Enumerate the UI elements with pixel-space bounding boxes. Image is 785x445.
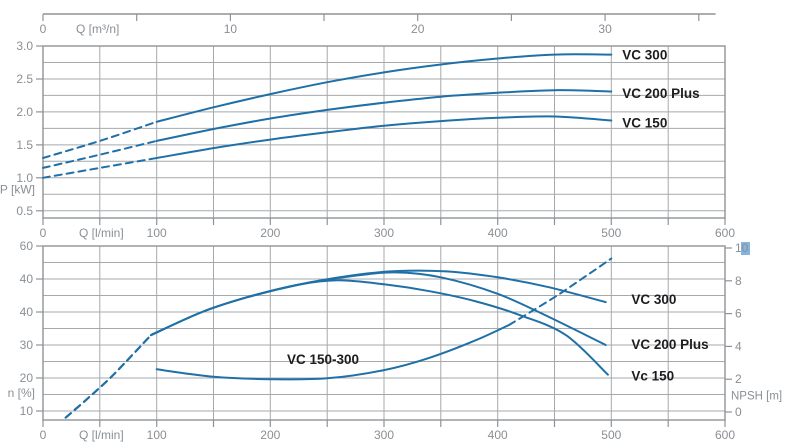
tick-label-highlight xyxy=(741,242,750,255)
x-axis-title: Q [l/min] xyxy=(79,226,124,240)
x-axis-title: Q [l/min] xyxy=(79,428,124,442)
y-axis-tick-label: 30 xyxy=(20,338,34,352)
curve-vc-200-plus-dashed xyxy=(42,139,158,169)
y-axis-tick-label: 0.5 xyxy=(16,204,33,218)
x-axis-tick-label: 400 xyxy=(488,226,508,240)
right-axis-tick-label: 4 xyxy=(735,339,742,353)
series-label-vc-300: VC 300 xyxy=(631,292,676,307)
y-axis-tick-label: 2.0 xyxy=(16,105,33,119)
x-axis-tick-label: 100 xyxy=(147,428,167,442)
x-axis-tick-label: 200 xyxy=(260,226,280,240)
x-axis-tick-label: 300 xyxy=(374,226,394,240)
y-axis-tick-label: 60 xyxy=(20,239,34,253)
y-axis-tick-label: 1.0 xyxy=(16,171,33,185)
x-axis-tick-label: 600 xyxy=(715,226,735,240)
x-axis-tick-label: 0 xyxy=(40,226,47,240)
curve-vc-200-plus xyxy=(155,89,613,142)
x-axis-tick-label: 300 xyxy=(374,428,394,442)
top-axis-tick-label: 30 xyxy=(598,22,612,36)
curve-vc-150 xyxy=(155,115,613,159)
y-axis-tick-label: 3.0 xyxy=(16,39,33,53)
series-label-vc-300: VC 300 xyxy=(622,48,667,63)
x-axis-tick-label: 0 xyxy=(40,428,47,442)
y-axis-tick-label: 40 xyxy=(20,305,34,319)
curve-vc-300 xyxy=(155,53,613,123)
curve-vc-150-300-npsh xyxy=(155,324,510,381)
y-axis-title: n [%] xyxy=(8,386,35,400)
right-axis-tick-label: 0 xyxy=(735,405,742,419)
x-axis-tick-label: 500 xyxy=(601,226,621,240)
curve-vc-300-efficiency xyxy=(150,269,607,337)
x-axis-tick-label: 500 xyxy=(601,428,621,442)
x-axis-tick-label: 200 xyxy=(260,428,280,442)
curve-vc-150-efficiency xyxy=(150,279,609,376)
series-label-vc-200-plus: VC 200 Plus xyxy=(631,337,708,352)
y-axis-tick-label: 2.5 xyxy=(16,72,33,86)
right-axis-tick-label: 2 xyxy=(735,372,742,386)
top-axis-tick-label: 10 xyxy=(224,22,238,36)
right-axis-tick-label: 6 xyxy=(735,307,742,321)
curve-vc-150-dashed xyxy=(42,157,158,179)
y-axis-tick-label: 20 xyxy=(20,371,34,385)
right-axis-title: NPSH [m] xyxy=(731,391,782,403)
x-axis-tick-label: 100 xyxy=(147,226,167,240)
curve-vc-300-dashed xyxy=(42,120,158,159)
curve-vc-150-300-npsh-dashed xyxy=(508,257,613,326)
right-axis-tick-label: 8 xyxy=(735,274,742,288)
right-axis-tick-label: 10 xyxy=(735,241,749,255)
y-axis-tick-label: 1.5 xyxy=(16,138,33,152)
x-axis-tick-label: 600 xyxy=(715,428,735,442)
y-axis-tick-label: 10 xyxy=(20,404,34,418)
y-axis-title: P [kW] xyxy=(0,183,35,197)
series-label-vc-200-plus: VC 200 Plus xyxy=(622,86,699,101)
x-axis-tick-label: 400 xyxy=(488,428,508,442)
series-label-vc-150: VC 150 xyxy=(622,115,667,130)
top-axis-tick-label: 20 xyxy=(411,22,425,36)
y-axis-tick-label: 40 xyxy=(20,272,34,286)
top-axis-tick-label: 0 xyxy=(40,22,47,36)
series-label-vc-150: Vc 150 xyxy=(631,368,674,383)
curve-vc-150-efficiency-dashed xyxy=(64,334,152,419)
series-label-vc-150-300: VC 150-300 xyxy=(287,352,359,367)
top-axis-title: Q [m³/n] xyxy=(76,22,119,36)
